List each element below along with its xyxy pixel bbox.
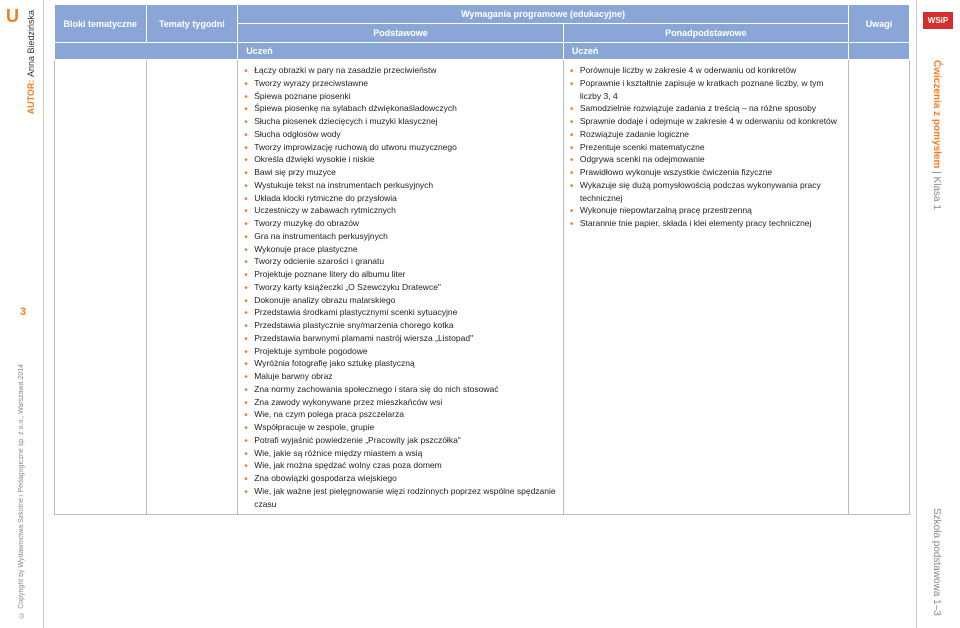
list-item: Porównuje liczby w zakresie 4 w oderwani… — [570, 64, 842, 77]
list-item: Zna obowiązki gospodarza wiejskiego — [244, 472, 557, 485]
main-content: Bloki tematyczne Tematy tygodni Wymagani… — [44, 0, 916, 628]
list-item: Uczestniczy w zabawach rytmicznych — [244, 204, 557, 217]
copyright-text: © Copyright by Wydawnictwa Szkolne i Ped… — [18, 364, 25, 618]
list-item: Tworzy karty książeczki „O Szewczyku Dra… — [244, 281, 557, 294]
podstawowe-list: Łączy obrazki w pary na zasadzie przeciw… — [244, 64, 557, 510]
header-uwagi: Uwagi — [848, 5, 909, 43]
list-item: Tworzy muzykę do obrazów — [244, 217, 557, 230]
subheader-blank2 — [848, 43, 909, 60]
page-container: U AUTOR: Anna Biedzińska 3 © Copyright b… — [0, 0, 960, 628]
right-margin: WSiP Ćwiczenia z pomysłem | Klasa 1 Szko… — [916, 0, 960, 628]
list-item: Tworzy odcienie szarości i granatu — [244, 255, 557, 268]
list-item: Starannie tnie papier, składa i klei ele… — [570, 217, 842, 230]
header-wymagania: Wymagania programowe (edukacyjne) — [238, 5, 849, 24]
series-title: Ćwiczenia z pomysłem | Klasa 1 — [931, 60, 942, 210]
wsip-badge: WSiP — [923, 12, 953, 29]
list-item: Przedstawia środkami plastycznymi scenki… — [244, 306, 557, 319]
list-item: Odgrywa scenki na odejmowanie — [570, 153, 842, 166]
list-item: Dokonuje analizy obrazu malarskiego — [244, 294, 557, 307]
cell-tematy — [146, 60, 238, 515]
list-item: Przedstawia barwnymi plamami nastrój wie… — [244, 332, 557, 345]
list-item: Prawidłowo wykonuje wszystkie ćwiczenia … — [570, 166, 842, 179]
list-item: Projektuje symbole pogodowe — [244, 345, 557, 358]
cell-ponadpodstawowe: Porównuje liczby w zakresie 4 w oderwani… — [563, 60, 848, 515]
list-item: Sprawnie dodaje i odejmuje w zakresie 4 … — [570, 115, 842, 128]
list-item: Maluje barwny obraz — [244, 370, 557, 383]
list-item: Wie, jakie są różnice między miastem a w… — [244, 447, 557, 460]
list-item: Słucha odgłosów wody — [244, 128, 557, 141]
list-item: Tworzy wyrazy przeciwstawne — [244, 77, 557, 90]
list-item: Wie, jak ważne jest pielęgnowanie więzi … — [244, 485, 557, 511]
list-item: Łączy obrazki w pary na zasadzie przeciw… — [244, 64, 557, 77]
subheader-uczen-2: Uczeń — [563, 43, 848, 60]
list-item: Projektuje poznane litery do albumu lite… — [244, 268, 557, 281]
list-item: Współpracuje w zespole, grupie — [244, 421, 557, 434]
cell-bloki — [55, 60, 147, 515]
school-level: Szkoła podstawowa 1–3 — [931, 508, 942, 616]
list-item: Wykonuje niepowtarzalną pracę przestrzen… — [570, 204, 842, 217]
list-item: Określa dźwięki wysokie i niskie — [244, 153, 557, 166]
curriculum-table: Bloki tematyczne Tematy tygodni Wymagani… — [54, 4, 910, 515]
author-label: AUTOR: Anna Biedzińska — [26, 10, 36, 114]
list-item: Wie, jak można spędzać wolny czas poza d… — [244, 459, 557, 472]
list-item: Wykazuje się dużą pomysłowością podczas … — [570, 179, 842, 205]
header-ponadpodstawowe: Ponadpodstawowe — [563, 24, 848, 43]
list-item: Śpiewa poznane piosenki — [244, 90, 557, 103]
list-item: Wyróżnia fotografię jako sztukę plastycz… — [244, 357, 557, 370]
header-tematy: Tematy tygodni — [146, 5, 238, 43]
subheader-uczen-1: Uczeń — [238, 43, 564, 60]
list-item: Przedstawia plastycznie sny/marzenia cho… — [244, 319, 557, 332]
list-item: Potrafi wyjaśnić powiedzenie „Pracowity … — [244, 434, 557, 447]
list-item: Zna zawody wykonywane przez mieszkańców … — [244, 396, 557, 409]
ponadpodstawowe-list: Porównuje liczby w zakresie 4 w oderwani… — [570, 64, 842, 230]
list-item: Gra na instrumentach perkusyjnych — [244, 230, 557, 243]
left-margin: U AUTOR: Anna Biedzińska 3 © Copyright b… — [0, 0, 44, 628]
list-item: Wystukuje tekst na instrumentach perkusy… — [244, 179, 557, 192]
list-item: Słucha piosenek dziecięcych i muzyki kla… — [244, 115, 557, 128]
list-item: Wie, na czym polega praca pszczelarza — [244, 408, 557, 421]
cell-podstawowe: Łączy obrazki w pary na zasadzie przeciw… — [238, 60, 564, 515]
list-item: Rozwiązuje zadanie logiczne — [570, 128, 842, 141]
list-item: Samodzielnie rozwiązuje zadania z treści… — [570, 102, 842, 115]
subheader-blank — [55, 43, 238, 60]
list-item: Zna normy zachowania społecznego i stara… — [244, 383, 557, 396]
list-item: Śpiewa piosenkę na sylabach dźwiękonaśla… — [244, 102, 557, 115]
list-item: Wykonuje prace plastyczne — [244, 243, 557, 256]
page-number: 3 — [20, 306, 26, 318]
list-item: Poprawnie i kształtnie zapisuje w kratka… — [570, 77, 842, 103]
list-item: Bawi się przy muzyce — [244, 166, 557, 179]
header-podstawowe: Podstawowe — [238, 24, 564, 43]
list-item: Układa klocki rytmiczne do przysłowia — [244, 192, 557, 205]
cell-uwagi — [848, 60, 909, 515]
list-item: Prezentuje scenki matematyczne — [570, 141, 842, 154]
header-bloki: Bloki tematyczne — [55, 5, 147, 43]
list-item: Tworzy improwizację ruchową do utworu mu… — [244, 141, 557, 154]
